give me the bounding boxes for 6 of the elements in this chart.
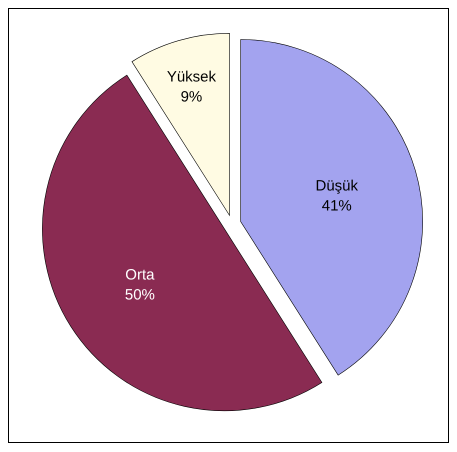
slice-label: Yüksek [166,68,216,86]
slice-label: Orta [125,266,156,284]
slice-label: Düşük [316,178,359,195]
data-label: 9% [180,88,202,106]
data-label: 41% [322,198,352,215]
data-label: 50% [124,286,155,304]
